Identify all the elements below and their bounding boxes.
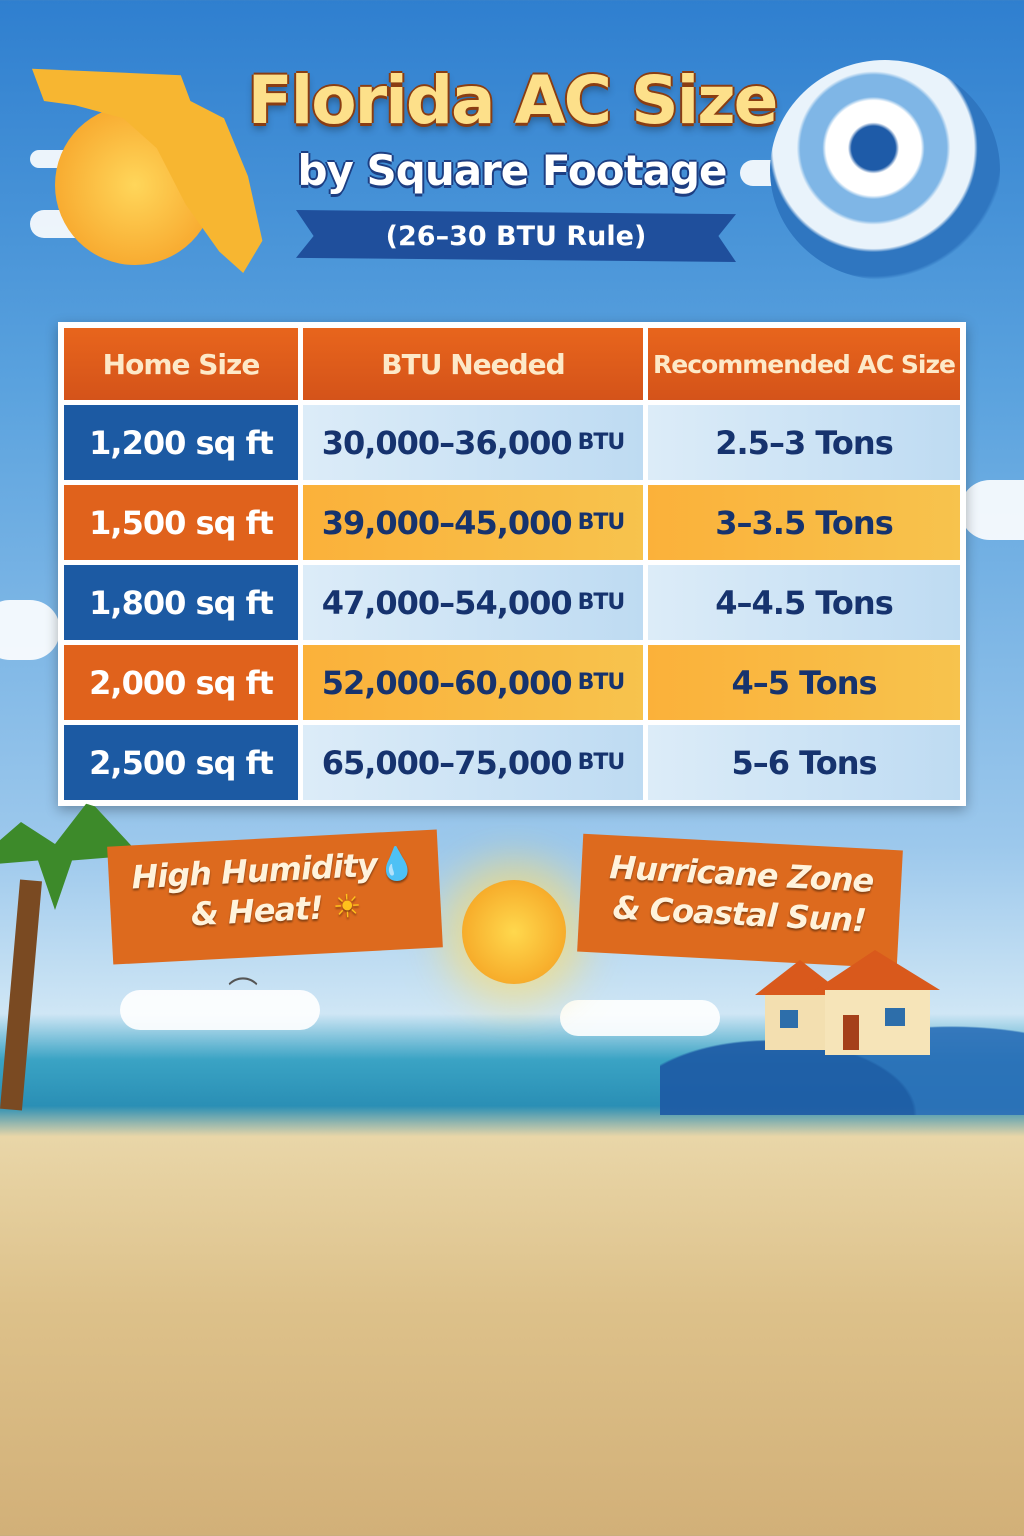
home-size-cell: 1,800 sq ft [64,565,298,640]
btu-cell: 52,000–60,000 BTU [303,645,643,720]
column-header-btu-needed: BTU Needed [303,328,643,400]
home-size-cell: 2,000 sq ft [64,645,298,720]
column-header-home-size: Home Size [64,328,298,400]
btu-unit: BTU [577,670,626,695]
btu-unit: BTU [577,590,626,615]
hurricane-icon [770,60,1000,280]
hurricane-banner: Hurricane Zone & Coastal Sun! [577,833,903,969]
sun-icon [462,880,566,984]
btu-value: 52,000–60,000 [321,663,573,702]
btu-cell: 47,000–54,000 BTU [303,565,643,640]
rule-ribbon: (26–30 BTU Rule) [296,210,736,262]
btu-cell: 30,000–36,000 BTU [303,405,643,480]
rule-text: (26–30 BTU Rule) [385,220,647,252]
page-subtitle: by Square Footage [297,146,727,195]
btu-value: 39,000–45,000 [321,503,573,542]
ac-size-cell: 4–5 Tons [648,645,960,720]
palm-tree-icon [0,879,42,1111]
ac-size-table: Home Size BTU Needed Recommended AC Size… [58,322,966,806]
humidity-banner: High Humidity💧 & Heat! ☀ [107,829,443,965]
btu-cell: 65,000–75,000 BTU [303,725,643,800]
home-size-cell: 1,200 sq ft [64,405,298,480]
banner-text: & Heat! [189,888,324,934]
btu-value: 30,000–36,000 [321,423,573,462]
btu-cell: 39,000–45,000 BTU [303,485,643,560]
page-title: Florida AC Size [247,62,779,139]
cloud [120,990,320,1030]
ac-size-cell: 2.5–3 Tons [648,405,960,480]
cloud [960,480,1024,540]
btu-value: 65,000–75,000 [321,743,573,782]
seagull-icon: ⌒ [228,976,258,1011]
btu-value: 47,000–54,000 [321,583,573,622]
column-header-recommended-ac-size: Recommended AC Size [648,328,960,400]
btu-unit: BTU [577,750,626,775]
house-icon [755,950,940,1055]
ac-size-cell: 5–6 Tons [648,725,960,800]
sun-icon: ☀ [331,886,362,926]
ac-size-cell: 3–3.5 Tons [648,485,960,560]
btu-unit: BTU [577,510,626,535]
cloud [0,600,60,660]
water-drop-icon: 💧 [375,843,417,884]
ac-size-cell: 4–4.5 Tons [648,565,960,640]
home-size-cell: 2,500 sq ft [64,725,298,800]
home-size-cell: 1,500 sq ft [64,485,298,560]
btu-unit: BTU [577,430,626,455]
